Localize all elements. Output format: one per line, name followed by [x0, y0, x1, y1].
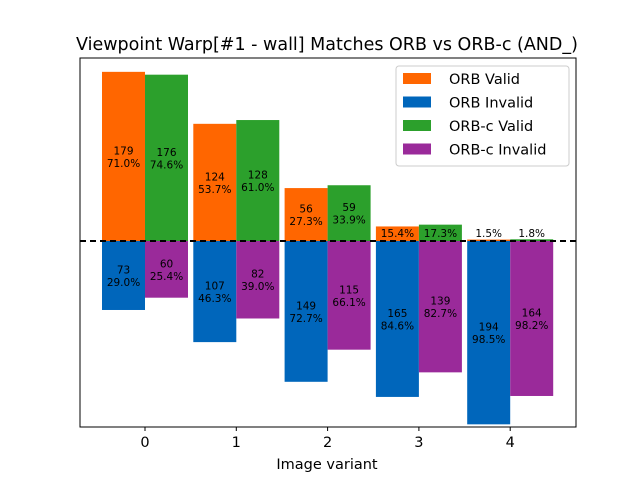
bar-orb-c-invalid-0 [145, 241, 188, 298]
legend-swatch-orb-invalid [403, 96, 431, 108]
bar-orb-invalid-1 [193, 241, 237, 343]
bar-orb-c-invalid-3 [418, 241, 462, 373]
legend-swatch-orb-c-valid [403, 120, 431, 131]
bar-orb-valid-3 [375, 226, 419, 241]
x-axis-label: Image variant [276, 457, 378, 473]
bar-label-orb-invalid-1: 107 46.3% [198, 281, 231, 306]
bar-orb-valid-1 [193, 123, 237, 241]
bar-label-orb-invalid-0: 73 29.0% [107, 264, 140, 289]
bar-orb-c-invalid-2 [327, 241, 371, 350]
bar-orb-c-valid-0 [145, 74, 188, 242]
x-tick-label-0: 0 [140, 435, 149, 451]
plot-area: 179 71.0% 73 29.0% 176 74.6% 60 25.4% 124 53.7% 10… [80, 71, 576, 425]
x-tick-label-4: 4 [506, 435, 515, 451]
legend-label-orb-c-valid: ORB-c Valid [449, 119, 533, 135]
bar-orb-c-valid-3 [418, 224, 462, 241]
x-tick-label-3: 3 [414, 435, 423, 451]
bar-orb-invalid-4 [467, 241, 511, 425]
bar-label-orb-c-invalid-2: 115 66.1% [332, 284, 365, 309]
legend-swatch-orb-valid [403, 73, 431, 84]
bar-label-orb-c-valid-2: 59 33.9% [332, 202, 365, 227]
legend-label-orb-invalid: ORB Invalid [449, 96, 533, 112]
bar-orb-invalid-0 [102, 241, 145, 310]
bar-orb-valid-4 [467, 239, 511, 241]
chart-title: Viewpoint Warp[#1 - wall] Matches ORB vs… [76, 35, 578, 55]
bar-label-orb-c-valid-4: 1.8% [518, 228, 545, 240]
legend-label-orb-valid: ORB Valid [449, 72, 520, 88]
legend: ORB Valid ORB Invalid ORB-c Valid ORB-c Inv… [395, 65, 570, 167]
bar-label-orb-valid-0: 179 71.0% [107, 145, 140, 170]
legend-label-orb-c-invalid: ORB-c Invalid [449, 143, 546, 159]
bar-label-orb-invalid-3: 165 84.6% [381, 308, 414, 333]
bar-label-orb-c-invalid-0: 60 25.4% [150, 258, 183, 283]
bar-orb-valid-0 [102, 71, 145, 241]
bar-orb-invalid-3 [375, 241, 419, 397]
bar-label-orb-c-valid-3: 17.3% [424, 228, 457, 240]
bar-label-orb-c-invalid-3: 139 82.7% [424, 296, 457, 321]
bar-label-orb-valid-2: 56 27.3% [289, 204, 322, 229]
legend-box [395, 65, 570, 167]
x-tick-label-2: 2 [323, 435, 332, 451]
x-axis-ticks: 0 1 2 3 4 [140, 427, 515, 451]
bar-label-orb-invalid-4: 194 98.5% [472, 322, 505, 347]
bar-orb-c-valid-2 [327, 185, 371, 241]
bar-label-orb-c-valid-1: 128 61.0% [241, 170, 274, 195]
bar-orb-c-invalid-1 [236, 241, 280, 319]
legend-swatch-orb-c-invalid [403, 143, 431, 155]
bar-orb-c-valid-1 [236, 120, 280, 241]
bar-orb-valid-2 [284, 188, 328, 241]
bar-label-orb-valid-4: 1.5% [475, 228, 502, 240]
x-tick-label-1: 1 [232, 435, 241, 451]
bar-orb-c-invalid-4 [510, 241, 554, 396]
bar-label-orb-valid-3: 15.4% [381, 228, 414, 240]
bar-label-orb-invalid-2: 149 72.7% [289, 300, 322, 325]
bar-label-orb-c-invalid-4: 164 98.2% [515, 307, 548, 332]
bar-orb-invalid-2 [284, 241, 328, 382]
bar-label-orb-c-valid-0: 176 74.6% [150, 147, 183, 172]
bar-label-orb-valid-1: 124 53.7% [198, 171, 231, 196]
bar-label-orb-c-invalid-1: 82 39.0% [241, 269, 274, 294]
